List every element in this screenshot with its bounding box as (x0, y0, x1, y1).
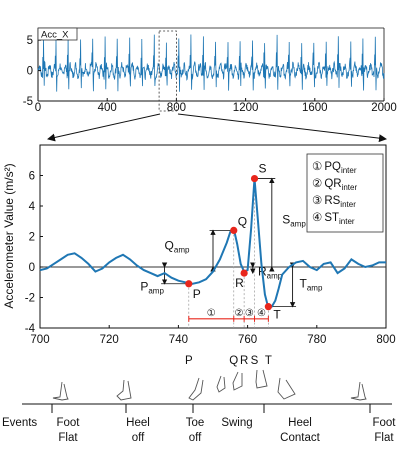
s-amp-label: Samp (282, 213, 306, 229)
phase-label-line2-6: Flat (374, 432, 394, 444)
main-y-tick-label: 2 (29, 232, 35, 244)
overview-legend-box (37, 27, 78, 41)
interval-marker-4: ④ (257, 308, 266, 319)
gait-phase-labels: Foot Flat Heel off Toe off Swing Heel Contact Foo… (56, 417, 396, 444)
overview-chart: 0 400 800 1200 1600 2000 50-5 Acc_X (23, 27, 397, 114)
phase-label-line1-2: Heel (126, 417, 150, 429)
main-y-tick-label: 0 (29, 262, 35, 274)
point-q (230, 226, 238, 234)
main-y-axis-label: Accelerometer Value (m/s²) (2, 163, 16, 308)
event-tick-label-p: P (185, 355, 193, 367)
point-t (264, 303, 272, 311)
phase-label-line1-1: Foot (56, 417, 80, 429)
overview-x-tick-label: 2000 (371, 102, 397, 114)
point-label-s: S (259, 162, 267, 176)
interval-marker-2: ② (234, 308, 243, 319)
interval-legend-box (306, 153, 384, 233)
t-amp-label: Tamp (300, 277, 323, 293)
main-x-tick-label: 800 (376, 334, 395, 346)
overview-legend-label: Acc_X (41, 30, 69, 41)
legend-entry-4: ④ STinter (312, 212, 355, 226)
phase-label-line1-5: Heel (288, 417, 312, 429)
main-x-tick-label: 780 (307, 334, 326, 346)
phase-label-line2-2: off (132, 432, 145, 444)
phase-label-line2-5: Contact (280, 432, 320, 444)
main-x-tick-label: 700 (30, 334, 49, 346)
overview-series-line (37, 34, 385, 92)
main-y-ticks: 6 4 2 0 -2 -4 (25, 171, 43, 335)
main-x-tick-label: 760 (238, 334, 257, 346)
main-y-tick-label: -4 (25, 323, 36, 335)
foot-flat-icon-end (350, 381, 367, 401)
swing-icon-1 (216, 375, 226, 393)
point-s (250, 174, 259, 183)
main-y-tick-label: 4 (29, 201, 36, 213)
main-y-tick-label: -2 (25, 293, 35, 305)
legend-entry-3: ③ RSinter (312, 195, 356, 209)
main-chart: 700 720 740 760 780 800 6 4 2 0 -2 -4 Acceleromete… (2, 144, 396, 346)
point-label-r: R (235, 276, 244, 290)
heel-off-icon (116, 379, 132, 401)
point-label-t: T (273, 308, 281, 322)
interval-marker-1: ① (207, 308, 216, 319)
swing-icon-3 (255, 369, 268, 389)
p-amp-label: Pamp (140, 280, 164, 296)
event-tick-label-q: Q (229, 355, 238, 367)
phase-label-line1-6: Foot (372, 417, 396, 429)
overview-x-tick-label: 0 (35, 102, 41, 114)
main-x-ticks: 700 720 740 760 780 800 (30, 325, 396, 346)
legend-entry-1: ① PQinter (312, 161, 357, 175)
overview-y-tick-label: 5 (27, 35, 33, 47)
point-r (240, 269, 248, 277)
phase-label-line1-3: Toe (186, 417, 205, 429)
legend-entry-2: ② QRinter (312, 178, 357, 192)
overview-y-tick-label: 0 (27, 66, 33, 78)
overview-x-tick-label: 1600 (302, 102, 328, 114)
point-label-q: Q (238, 214, 247, 228)
zoom-arrow-left (47, 113, 161, 142)
point-p (185, 280, 193, 288)
main-y-tick-label: 6 (29, 171, 35, 183)
main-x-tick-label: 720 (100, 334, 119, 346)
overview-x-tick-label: 400 (98, 102, 117, 114)
gait-diagram: Events Foot Flat Heel off Toe off Swing Heel Con… (2, 369, 396, 444)
overview-x-tick-label: 1200 (233, 102, 259, 114)
point-label-p: P (193, 287, 201, 301)
event-tick-label-t: T (265, 355, 272, 367)
event-tick-label-r: R (240, 355, 248, 367)
overview-x-tick-label: 800 (167, 102, 186, 114)
zoom-arrow-right (177, 113, 387, 143)
main-x-tick-label: 740 (169, 334, 188, 346)
foot-flat-icon (52, 381, 69, 401)
interval-legend: ① PQinter ② QRinter ③ RSinter ④ STinter (306, 153, 384, 233)
zoom-window-box (158, 30, 177, 112)
toe-off-icon (188, 377, 204, 401)
event-tick-label-s: S (251, 355, 259, 367)
phase-label-line2-1: Flat (58, 432, 78, 444)
overview-y-tick-label: -5 (23, 96, 33, 108)
phase-label-line2-3: off (189, 432, 202, 444)
pqrst-points: P Q R S T (185, 162, 281, 322)
phase-label-line1-4: Swing (221, 417, 252, 429)
interval-marker-3: ③ (245, 308, 254, 319)
swing-icon-2 (232, 371, 243, 391)
overview-x-ticks: 0 400 800 1200 1600 2000 (35, 98, 397, 114)
q-amp-label: Qamp (165, 238, 190, 254)
heel-contact-icon (277, 377, 296, 400)
events-label: Events (2, 417, 37, 429)
